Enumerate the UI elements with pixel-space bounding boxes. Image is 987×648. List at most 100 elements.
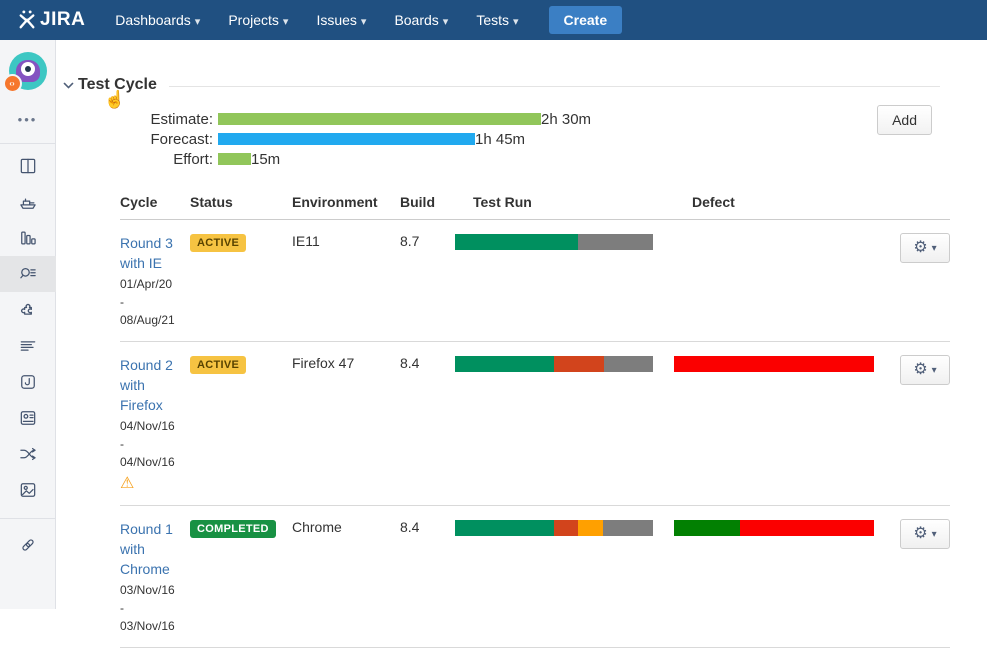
sidebar-divider [0, 518, 56, 519]
nav-item-boards[interactable]: Boards ▾ [394, 12, 449, 28]
table-row: Round 3 with IE 01/Apr/20 - 08/Aug/21 ACTIVE… [120, 220, 950, 342]
collapse-chevron-icon[interactable] [62, 79, 75, 92]
column-header-defect: Defect [692, 194, 735, 210]
table-row: Round 1 with Chrome 03/Nov/16 - 03/Nov/16 CO… [120, 506, 950, 648]
test-cycle-section-header: Test Cycle [62, 76, 987, 94]
status-cell: ACTIVE [190, 233, 292, 329]
board-columns-icon[interactable] [0, 148, 56, 184]
section-title[interactable]: Test Cycle [78, 76, 157, 93]
chevron-down-icon: ▾ [931, 528, 937, 540]
summary-bar-value: 2h 30m [541, 110, 592, 128]
summary-bar-label: Forecast: [150, 130, 213, 148]
defect-cell [674, 355, 886, 493]
create-button[interactable]: Create [548, 6, 623, 34]
cycle-cell: Round 2 with Firefox 04/Nov/16 - 04/Nov/16 ⚠ [120, 355, 190, 493]
add-button[interactable]: Add [877, 105, 932, 135]
nav-item-dashboards[interactable]: Dashboards ▾ [115, 12, 201, 28]
status-badge: ACTIVE [190, 356, 247, 374]
contacts-card-icon[interactable] [0, 400, 56, 436]
nav-menu: Dashboards ▾ Projects ▾ Issues ▾ Boards ▾ Tests ▾ [101, 0, 532, 40]
sidebar-icon-list [0, 148, 56, 508]
cycle-dates: 01/Apr/20 - 08/Aug/21 [120, 275, 190, 329]
cycle-dates: 03/Nov/16 - 03/Nov/16 [120, 581, 190, 635]
cycle-cell: Round 3 with IE 01/Apr/20 - 08/Aug/21 [120, 233, 190, 329]
test-run-segment-failed [554, 520, 578, 536]
warning-icon[interactable]: ⚠ [120, 475, 135, 492]
column-header-environment: Environment [292, 194, 378, 210]
summary-lines-icon[interactable] [0, 328, 56, 364]
jira-logo-text: JIRA [40, 9, 86, 30]
summary-bar-fill [218, 133, 475, 145]
nav-item-issues[interactable]: Issues ▾ [316, 12, 367, 28]
cycle-date-to: 08/Aug/21 [120, 313, 175, 327]
shuffle-icon[interactable] [0, 436, 56, 472]
link-icon[interactable] [0, 527, 56, 563]
gear-dropdown-button[interactable]: ⚙ ▾ [900, 519, 950, 549]
cycle-date-to: 04/Nov/16 [120, 455, 175, 469]
gear-icon: ⚙ [913, 525, 928, 542]
cycle-date-from: 04/Nov/16 [120, 419, 175, 433]
summary-bar-row: Estimate: 2h 30m [56, 110, 987, 128]
pages-icon[interactable] [0, 364, 56, 400]
summary-bar-row: Forecast: 1h 45m [56, 130, 987, 148]
defect-cell [674, 233, 886, 329]
jira-logo[interactable]: JIRA [18, 9, 85, 31]
defect-bar [674, 520, 874, 536]
sidebar: ‹› ••• [0, 40, 56, 609]
top-navbar: JIRA Dashboards ▾ Projects ▾ Issues ▾ Boards ▾ T… [0, 0, 987, 40]
defect-bar [674, 356, 874, 372]
test-run-bar [455, 356, 653, 372]
test-run-segment-passed [455, 356, 554, 372]
table-row: Round 2 with Firefox 04/Nov/16 - 04/Nov/16 ⚠… [120, 342, 950, 506]
table-header-row: Cycle Status Environment Build Test Run Defec… [120, 194, 950, 220]
column-header-test-run: Test Run [473, 194, 532, 210]
test-run-bar [455, 520, 653, 536]
sidebar-divider [0, 143, 56, 144]
cycle-link[interactable]: Round 1 with Chrome [120, 521, 173, 577]
nav-item-tests[interactable]: Tests ▾ [476, 12, 519, 28]
status-badge: COMPLETED [190, 520, 276, 538]
cursor-hand-icon: ☝ [104, 90, 126, 109]
defect-segment-open [740, 520, 874, 536]
issue-search-icon[interactable] [0, 256, 56, 292]
chevron-down-icon: ▾ [931, 364, 937, 376]
test-run-cell [455, 355, 674, 493]
summary-bar-label: Estimate: [150, 110, 213, 128]
media-image-icon[interactable] [0, 472, 56, 508]
defect-segment-resolved [674, 520, 740, 536]
status-cell: ACTIVE [190, 355, 292, 493]
cycle-date-separator: - [120, 295, 124, 309]
cycle-dates: 04/Nov/16 - 04/Nov/16 [120, 417, 190, 471]
gear-icon: ⚙ [913, 239, 928, 256]
jira-charlie-icon [19, 10, 35, 29]
addons-puzzle-icon[interactable] [0, 292, 56, 328]
summary-bar-value: 15m [251, 150, 281, 168]
gear-dropdown-button[interactable]: ⚙ ▾ [900, 233, 950, 263]
chevron-down-icon: ▾ [931, 242, 937, 254]
column-header-cycle: Cycle [120, 194, 158, 210]
cycle-table: Cycle Status Environment Build Test Run Defec… [120, 194, 950, 648]
code-badge-icon: ‹› [2, 74, 22, 93]
releases-ship-icon[interactable] [0, 184, 56, 220]
nav-item-projects[interactable]: Projects ▾ [228, 12, 289, 28]
cycle-link[interactable]: Round 3 with IE [120, 235, 173, 271]
cycle-link[interactable]: Round 2 with Firefox [120, 357, 173, 413]
gear-dropdown-button[interactable]: ⚙ ▾ [900, 355, 950, 385]
chevron-down-icon: ▾ [513, 16, 519, 28]
test-run-segment-passed [455, 234, 578, 250]
main-content: Test Cycle ☝ Estimate: 2h 30m Forecast: 1h … [56, 40, 987, 648]
cycle-date-separator: - [120, 601, 124, 615]
gear-icon: ⚙ [913, 361, 928, 378]
summary-bars: Estimate: 2h 30m Forecast: 1h 45m Effort: 15m [56, 110, 987, 168]
cycle-date-from: 01/Apr/20 [120, 277, 173, 291]
test-run-segment-failed [554, 356, 604, 372]
summary-bar-row: Effort: 15m [56, 150, 987, 168]
test-run-segment-passed [455, 520, 554, 536]
project-avatar[interactable]: ‹› [2, 52, 47, 93]
column-header-actions [886, 194, 950, 210]
more-options-icon[interactable]: ••• [17, 112, 38, 127]
reports-chart-icon[interactable] [0, 220, 56, 256]
table-body: Round 3 with IE 01/Apr/20 - 08/Aug/21 ACTIVE… [120, 220, 950, 648]
column-header-build: Build [400, 194, 435, 210]
test-run-segment-unexecuted [577, 234, 653, 250]
